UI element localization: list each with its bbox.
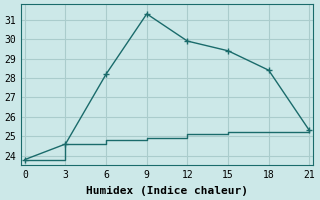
X-axis label: Humidex (Indice chaleur): Humidex (Indice chaleur) — [86, 186, 248, 196]
